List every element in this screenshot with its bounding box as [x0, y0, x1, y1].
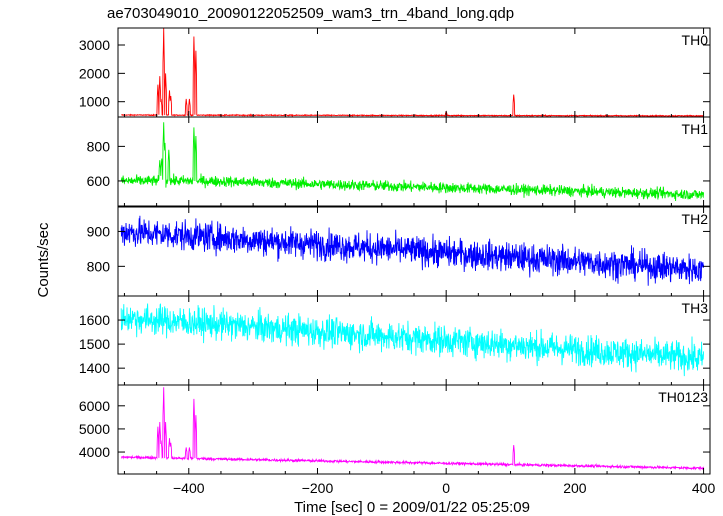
- y-axis-label: Counts/sec: [35, 222, 52, 298]
- panel-th0123: 4000 5000 6000 TH0123 −400 −200 0 200 400: [79, 384, 716, 496]
- x-axis-label: Time [sec] 0 = 2009/01/22 05:25:09: [294, 499, 530, 516]
- y-tick-label: 1600: [79, 312, 110, 328]
- series-line-th3: [120, 303, 705, 377]
- y-tick-label: 1500: [79, 336, 110, 352]
- series-line-th1: [120, 122, 705, 202]
- panel-label: TH1: [682, 121, 709, 137]
- panel-label: TH0: [682, 32, 709, 48]
- panel-th0: 1000 2000 3000 TH0: [79, 27, 711, 118]
- y-tick-label: 900: [87, 223, 111, 239]
- x-tick-label: 0: [442, 480, 450, 496]
- y-tick-label: 4000: [79, 444, 110, 460]
- y-tick-label: 5000: [79, 421, 110, 437]
- y-tick-label: 6000: [79, 398, 110, 414]
- x-tick-label: −200: [302, 480, 334, 496]
- x-tick-label: 200: [563, 480, 587, 496]
- y-tick-label: 3000: [79, 37, 110, 53]
- panel-frame: [117, 27, 711, 118]
- panel-label: TH0123: [658, 389, 708, 405]
- panel-th2: 800 900 TH2: [87, 206, 711, 297]
- series-line-th0: [121, 28, 704, 117]
- panel-label: TH3: [682, 300, 709, 316]
- panel-th1: 600 800 TH1: [87, 116, 711, 207]
- y-tick-label: 1000: [79, 94, 110, 110]
- panel-th3: 1400 1500 1600 TH3: [79, 295, 711, 386]
- y-tick-label: 2000: [79, 65, 110, 81]
- panel-frame: [117, 295, 711, 386]
- panel-label: TH2: [682, 211, 709, 227]
- y-tick-label: 800: [87, 258, 111, 274]
- x-tick-label: −400: [173, 480, 205, 496]
- series-line-th0123: [121, 387, 705, 472]
- x-tick-label: 400: [692, 480, 716, 496]
- y-tick-label: 800: [87, 138, 111, 154]
- y-tick-label: 1400: [79, 360, 110, 376]
- series-line-th2: [120, 215, 705, 286]
- chart-title: ae703049010_20090122052509_wam3_trn_4ban…: [107, 5, 514, 22]
- y-tick-label: 600: [87, 173, 111, 189]
